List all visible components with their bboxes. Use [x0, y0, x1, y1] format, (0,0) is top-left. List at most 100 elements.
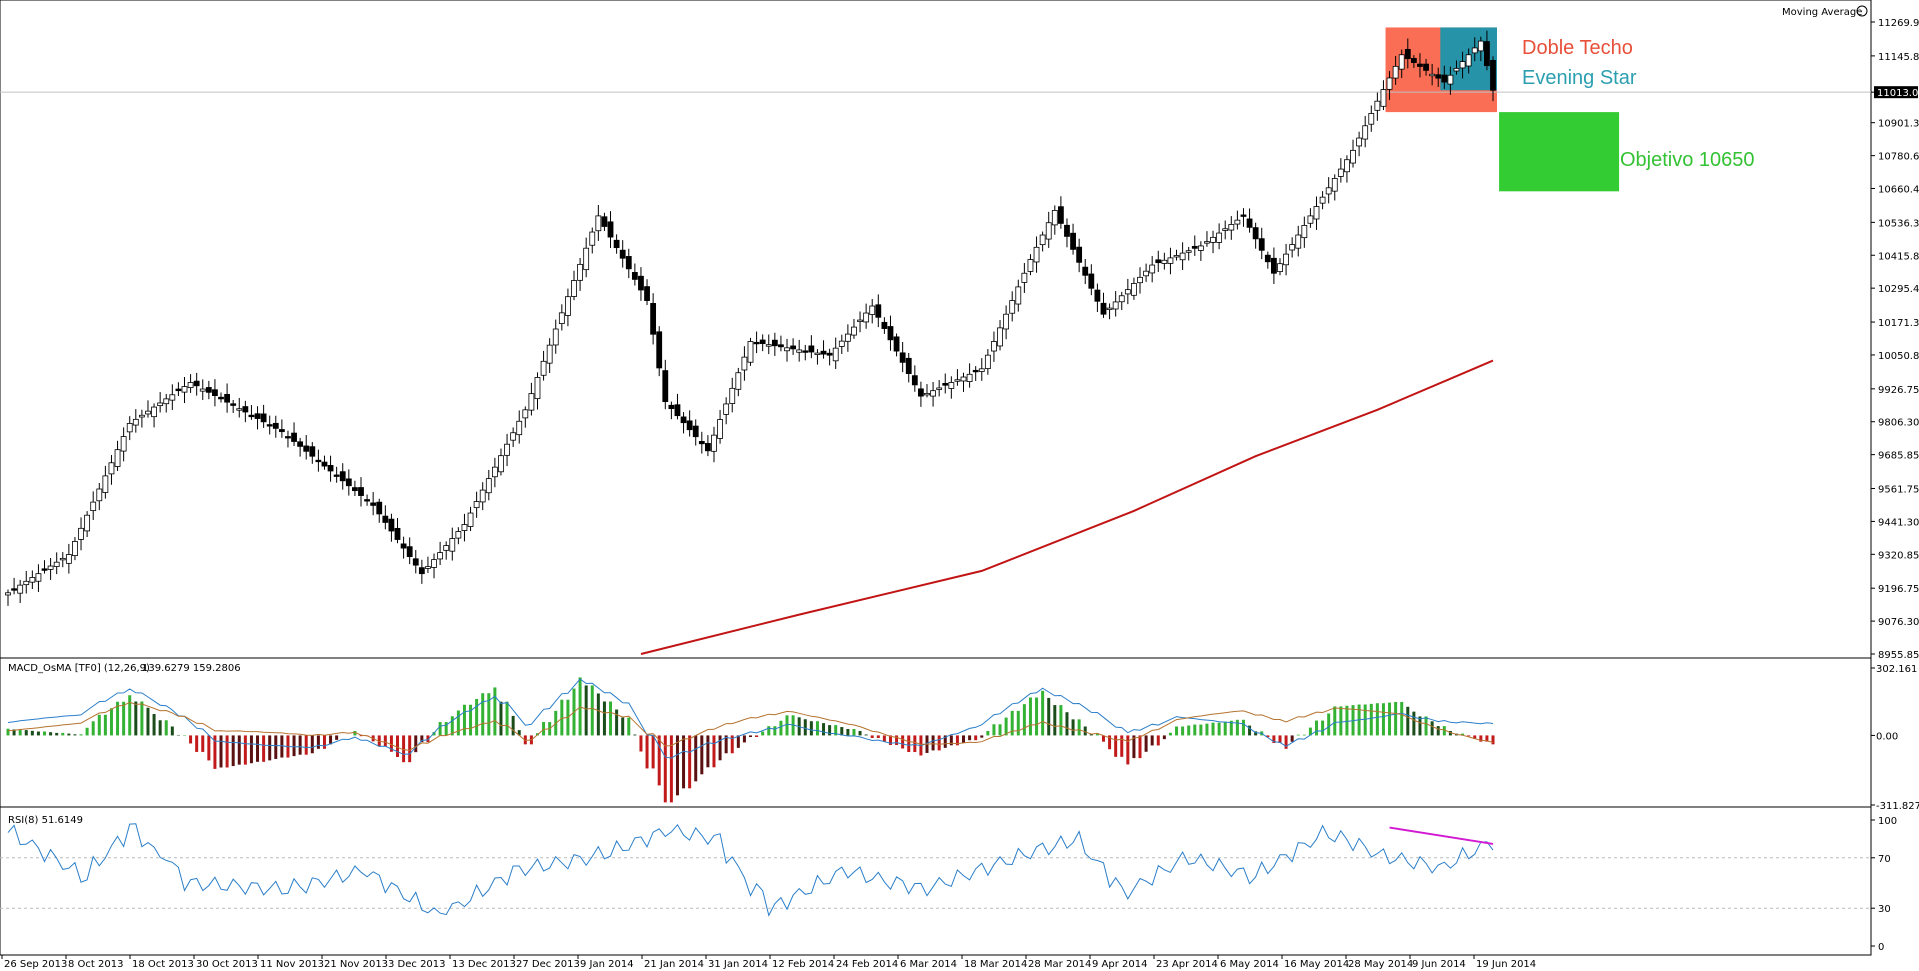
candle [230, 403, 237, 406]
candle [558, 312, 565, 324]
candle [1167, 257, 1174, 264]
candle [942, 383, 949, 386]
candle [918, 388, 924, 397]
candle [1015, 286, 1022, 305]
close-indicator-icon[interactable] [1856, 5, 1868, 17]
candle [485, 478, 492, 494]
candle [565, 296, 571, 316]
candle [522, 409, 529, 419]
candle [1033, 246, 1040, 263]
candle [388, 518, 395, 532]
macd-panel-values: 139.6279 159.2806 [142, 663, 241, 674]
price-tick-label: 8955.85 [1878, 650, 1919, 661]
candle [1045, 222, 1052, 240]
candle [412, 558, 419, 566]
candle [491, 466, 498, 478]
candle [242, 406, 249, 413]
candle [29, 577, 36, 583]
candle [534, 377, 541, 400]
price-tick-label: 10780.60 [1878, 152, 1919, 163]
x-tick-label: 6 May 2014 [1220, 959, 1279, 970]
x-tick-label: 21 Jan 2014 [644, 959, 704, 970]
candle [1197, 245, 1204, 251]
candle [1088, 273, 1095, 289]
candle [187, 382, 194, 388]
candle [303, 445, 310, 452]
candle [1289, 244, 1296, 251]
candle [717, 419, 723, 439]
candle [1179, 252, 1186, 261]
candle [1124, 289, 1131, 295]
x-tick-label: 27 Dec 2013 [516, 959, 580, 970]
candle [175, 388, 182, 392]
price-tick-label: 11269.95 [1878, 18, 1919, 29]
x-tick-label: 13 Dec 2013 [452, 959, 516, 970]
candle [1319, 196, 1326, 204]
candle [455, 531, 462, 539]
candle [151, 406, 157, 418]
candle [905, 357, 912, 375]
price-tick-label: 10901.30 [1878, 119, 1919, 130]
candle [437, 552, 444, 560]
candle [41, 568, 48, 571]
candle [528, 393, 535, 411]
candle [735, 372, 742, 390]
candle [790, 345, 797, 350]
candle [35, 573, 42, 582]
candle [1429, 73, 1436, 77]
candle [808, 345, 815, 353]
candle [1131, 283, 1137, 296]
candle [668, 404, 675, 410]
candle [169, 394, 176, 401]
candle [784, 347, 790, 352]
candle [266, 424, 273, 427]
candle [1490, 59, 1496, 91]
candle [431, 559, 437, 568]
candle [504, 443, 510, 456]
macd-panel [0, 657, 1872, 808]
candle [1283, 253, 1289, 266]
candle [327, 465, 334, 472]
candle [881, 321, 888, 329]
candle [1337, 168, 1344, 177]
candle [1331, 178, 1338, 192]
candle [96, 488, 103, 502]
candle [467, 512, 474, 527]
price-tick-label: 10415.85 [1878, 251, 1919, 262]
rsi-tick-label: 100 [1878, 816, 1897, 827]
candle [1216, 232, 1223, 243]
candle [656, 331, 663, 369]
candle [978, 368, 985, 372]
candle [1118, 295, 1125, 303]
candle [1484, 41, 1490, 67]
candle [1222, 228, 1229, 231]
candle [619, 249, 626, 259]
candle [1459, 61, 1466, 69]
x-tick-label: 18 Oct 2013 [132, 959, 194, 970]
candle [613, 239, 620, 249]
x-tick-label: 26 Sep 2013 [4, 959, 67, 970]
candle [595, 215, 602, 232]
candle [1143, 270, 1149, 277]
current-price-tag [1874, 86, 1918, 99]
x-tick-label: 12 Feb 2014 [772, 959, 834, 970]
candle [893, 336, 900, 352]
candle [358, 487, 364, 496]
candle [802, 350, 809, 353]
x-tick-label: 31 Jan 2014 [708, 959, 768, 970]
candle [120, 436, 127, 452]
candle [236, 408, 243, 411]
candle [1064, 224, 1070, 237]
candle [930, 390, 936, 397]
candle [11, 588, 17, 591]
candle [126, 423, 133, 433]
candle [972, 369, 979, 373]
candle [1057, 206, 1064, 224]
x-tick-label: 16 May 2014 [1284, 959, 1349, 970]
candle [863, 312, 870, 323]
candle [345, 478, 352, 487]
candle [638, 275, 644, 291]
candle [1204, 241, 1210, 244]
candle [875, 304, 882, 318]
